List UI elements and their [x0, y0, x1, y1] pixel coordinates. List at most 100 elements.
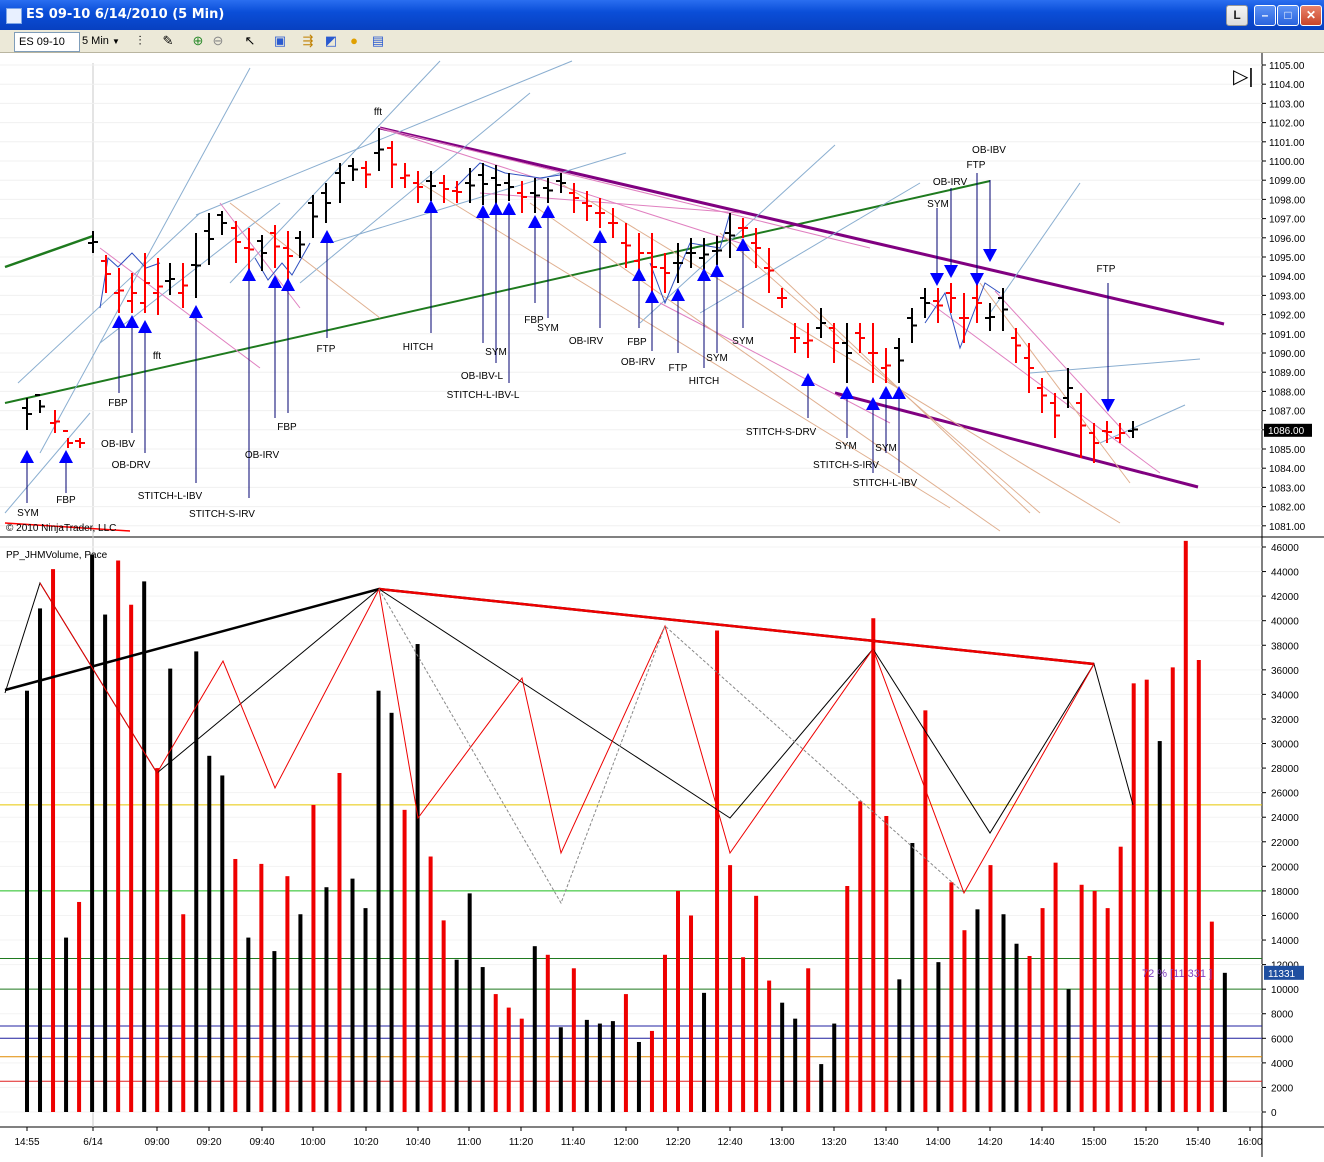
pointer-icon[interactable]: ↖	[244, 33, 256, 48]
instrument-selector[interactable]: ES 09-10 ▼	[14, 32, 80, 65]
signal-annotation: HITCH	[689, 376, 720, 387]
up-arrow-marker	[320, 230, 334, 243]
price-bar	[1128, 421, 1138, 438]
volume-bar	[298, 914, 303, 1112]
signal-annotation: OB-IRV	[569, 336, 604, 347]
price-bar	[361, 161, 371, 188]
down-arrow-marker	[983, 249, 997, 262]
price-tick-label: 1105.00	[1269, 61, 1305, 72]
price-tick-label: 1092.00	[1269, 311, 1306, 322]
price-tick-label: 1087.00	[1269, 407, 1306, 418]
coin-icon[interactable]: ●	[350, 33, 358, 48]
volume-bar	[129, 604, 134, 1112]
price-bar	[35, 394, 45, 413]
properties-icon[interactable]: ▣	[273, 33, 287, 48]
volume-bar	[220, 775, 225, 1112]
volume-bar	[311, 804, 316, 1112]
time-tick-label: 14:55	[14, 1137, 39, 1148]
link-button[interactable]: L	[1226, 5, 1248, 26]
volume-bar	[467, 893, 472, 1112]
price-bar	[321, 183, 331, 223]
signal-annotation: SYM	[875, 443, 897, 454]
zoom-out-icon[interactable]: ⊖	[212, 33, 224, 48]
price-bar	[1037, 378, 1047, 413]
signal-annotation: OB-IRV	[245, 450, 280, 461]
volume-bar	[767, 980, 772, 1112]
strategy-icon[interactable]: ⇶	[302, 33, 314, 48]
volume-bar	[259, 863, 264, 1112]
volume-bar	[38, 608, 43, 1112]
up-arrow-marker	[697, 268, 711, 281]
volume-tick-label: 4000	[1271, 1059, 1294, 1070]
volume-bar	[1183, 540, 1188, 1112]
volume-bar	[90, 554, 95, 1112]
volume-bar	[1001, 914, 1006, 1112]
close-button[interactable]: ✕	[1300, 5, 1322, 26]
volume-bar	[64, 937, 69, 1112]
time-tick-label: 11:20	[509, 1137, 534, 1148]
price-bar	[790, 323, 800, 353]
blue-trendline	[989, 182, 1081, 314]
signal-annotation: FBP	[627, 337, 647, 348]
volume-bar	[702, 992, 707, 1112]
volume-bar	[1222, 972, 1227, 1112]
data-box-icon[interactable]: ▤	[371, 33, 385, 48]
price-bar	[972, 283, 982, 323]
drawing-tool-icon[interactable]: ✎	[162, 33, 174, 48]
volume-bar	[610, 1021, 615, 1112]
up-arrow-marker	[593, 230, 607, 243]
maximize-button[interactable]: □	[1277, 5, 1299, 26]
time-tick-label: 14:20	[977, 1137, 1002, 1148]
volume-tick-label: 14000	[1271, 936, 1299, 947]
time-tick-label: 10:40	[405, 1137, 430, 1148]
price-bar	[920, 288, 930, 318]
price-bar	[308, 195, 318, 238]
volume-bar	[415, 644, 420, 1112]
signal-annotation: STITCH-L-IBV	[853, 478, 918, 489]
volume-bar	[962, 930, 967, 1112]
volume-bar	[285, 876, 290, 1112]
volume-bar	[337, 773, 342, 1112]
signal-annotation: SYM	[927, 199, 949, 210]
volume-bar	[558, 1027, 563, 1112]
volume-bar	[233, 858, 238, 1112]
zoom-in-icon[interactable]: ⊕	[192, 33, 204, 48]
volume-tick-label: 46000	[1271, 543, 1299, 554]
volume-tick-label: 20000	[1271, 862, 1299, 873]
play-to-end-icon: ▷|	[1233, 66, 1254, 88]
volume-tick-label: 44000	[1271, 568, 1299, 579]
volume-bar	[155, 768, 160, 1112]
price-bar	[907, 308, 917, 343]
signal-annotation: STITCH-L-IBV	[138, 491, 203, 502]
volume-bar	[728, 865, 733, 1112]
up-arrow-marker	[645, 290, 659, 303]
indicators-icon[interactable]: ◩	[324, 33, 338, 48]
price-bar	[595, 198, 605, 228]
price-panel-bg	[0, 53, 1262, 536]
last-price-badge	[1264, 423, 1312, 437]
price-bar	[127, 273, 137, 313]
volume-bar	[1040, 908, 1045, 1112]
volume-bar	[584, 1019, 589, 1112]
interval-selector[interactable]: 5 Min ▼	[82, 32, 124, 50]
price-bar	[140, 253, 150, 313]
price-bar	[933, 288, 943, 323]
price-bar	[335, 163, 345, 203]
price-bar	[621, 223, 631, 268]
volume-bar	[754, 895, 759, 1112]
up-arrow-marker	[710, 264, 724, 277]
price-bar	[153, 258, 163, 315]
pink-trendline	[994, 290, 1131, 439]
price-bar	[63, 430, 73, 448]
chart-area[interactable]: 1105.00 1104.00 1103.00 1102.00 1101.00 1100.…	[0, 53, 1324, 1157]
window-title-bar: ES 09-10 6/14/2010 (5 Min) L – □ ✕	[0, 0, 1324, 30]
price-tick-label: 1084.00	[1269, 464, 1306, 475]
price-bar	[751, 228, 761, 268]
volume-bar	[597, 1023, 602, 1112]
minimize-button[interactable]: –	[1254, 5, 1276, 26]
up-arrow-marker	[632, 268, 646, 281]
price-bar	[777, 288, 787, 308]
price-bar	[88, 231, 98, 253]
bar-type-icon[interactable]: ⫶	[138, 33, 142, 48]
up-arrow-marker	[502, 202, 516, 215]
